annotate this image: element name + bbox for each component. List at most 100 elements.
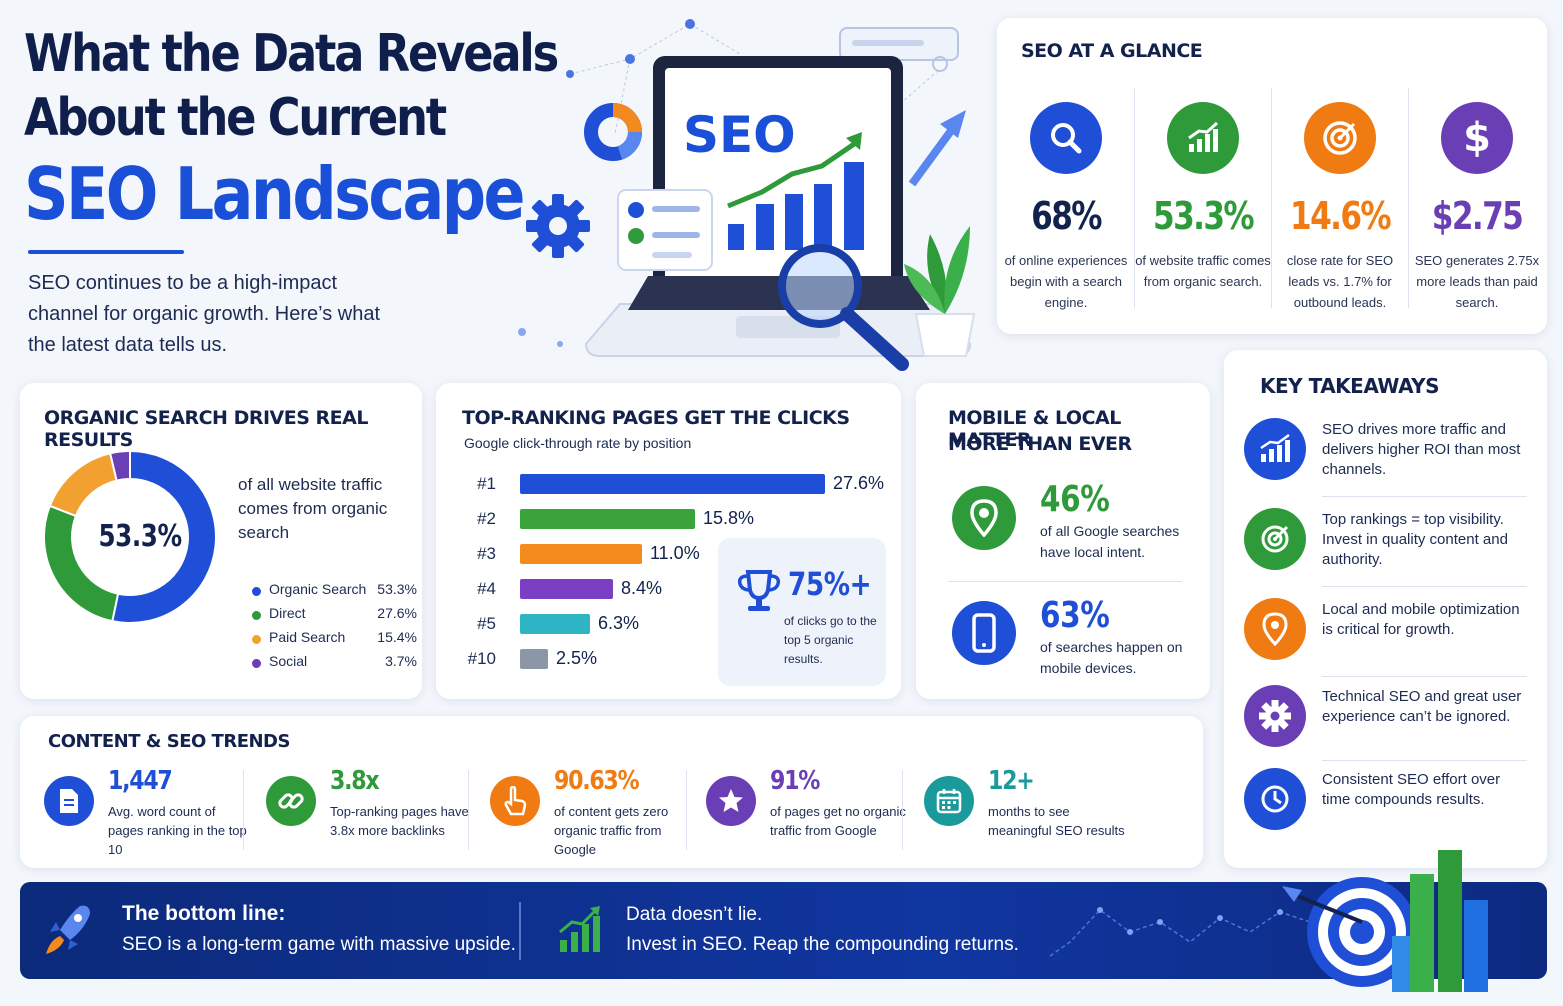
legend-item: Organic Search 53.3% xyxy=(252,581,417,601)
ctr-bar-row: #5 6.3% xyxy=(458,613,878,635)
ctr-position-label: #3 xyxy=(477,544,496,563)
glance-title: SEO AT A GLANCE xyxy=(1021,40,1203,62)
takeaway-text: SEO drives more traffic and delivers hig… xyxy=(1322,421,1521,478)
page-title-line-2: About the Current xyxy=(24,88,447,148)
ctr-bar xyxy=(520,474,825,494)
mobile-title-line-2: MORE THAN EVER xyxy=(948,433,1132,455)
trend-item: 90.63% of content gets zero organic traf… xyxy=(490,766,700,866)
divider xyxy=(948,581,1182,582)
organic-card: ORGANIC SEARCH DRIVES REAL RESULTS 53.3%… xyxy=(20,383,422,699)
mobile-local-card: MOBILE & LOCAL MATTER MORE THAN EVER 46%… xyxy=(916,383,1210,699)
ctr-value-label: 11.0% xyxy=(650,543,700,563)
legend-value: 27.6% xyxy=(377,605,417,621)
dollar-icon: $ xyxy=(1441,102,1513,174)
trend-value: 91% xyxy=(770,766,820,796)
divider xyxy=(1322,676,1527,677)
title-underline xyxy=(28,250,184,254)
stat-value: 14.6% xyxy=(1290,194,1392,238)
takeaway-item: Technical SEO and great user experience … xyxy=(1244,685,1529,749)
ctr-title: TOP-RANKING PAGES GET THE CLICKS xyxy=(462,407,850,429)
traffic-donut-chart xyxy=(43,449,217,624)
trend-item: 1,447 Avg. word count of pages ranking i… xyxy=(44,766,254,866)
takeaway-text: Technical SEO and great user experience … xyxy=(1322,688,1522,725)
ctr-bar xyxy=(520,509,695,529)
rocket-icon xyxy=(46,905,90,954)
document-icon xyxy=(44,776,94,826)
legend-swatch xyxy=(252,635,261,644)
trend-value: 90.63% xyxy=(554,766,640,796)
trends-title: CONTENT & SEO TRENDS xyxy=(48,731,290,752)
target-icon xyxy=(1304,102,1376,174)
banner-divider xyxy=(519,902,521,960)
ctr-value-label: 8.4% xyxy=(621,578,663,598)
growth-chart-icon xyxy=(1167,102,1239,174)
legend-value: 15.4% xyxy=(377,629,417,645)
glance-stat: 68% of online experiences begin with a s… xyxy=(997,102,1135,313)
divider xyxy=(1322,760,1527,761)
stat-description: of online experiences begin with a searc… xyxy=(1004,253,1128,310)
smartphone-icon xyxy=(952,601,1016,665)
calendar-icon xyxy=(924,776,974,826)
legend-label: Direct xyxy=(269,605,306,621)
local-stat-description: of all Google searches have local intent… xyxy=(1040,523,1180,560)
divider xyxy=(1134,88,1135,308)
legend-label: Social xyxy=(269,653,308,669)
growth-chart-icon xyxy=(1244,418,1306,480)
search-icon xyxy=(1030,102,1102,174)
ctr-bar xyxy=(520,614,590,634)
ctr-value-label: 2.5% xyxy=(556,648,598,668)
map-pin-icon xyxy=(952,486,1016,550)
star-icon xyxy=(706,776,756,826)
legend-value: 3.7% xyxy=(385,653,417,669)
mobile-stat-description: of searches happen on mobile devices. xyxy=(1040,639,1183,676)
decorative-line-graph xyxy=(1050,907,1310,957)
legend-label: Paid Search xyxy=(269,629,346,645)
data-doesnt-lie-title: Data doesn’t lie. xyxy=(626,904,763,925)
trend-description: Avg. word count of pages ranking in the … xyxy=(108,804,247,857)
laptop-screen-text: SEO xyxy=(683,106,796,164)
ctr-card: TOP-RANKING PAGES GET THE CLICKS Google … xyxy=(436,383,901,699)
ctr-bar-row: #3 11.0% xyxy=(458,543,878,565)
gear-icon xyxy=(1244,685,1306,747)
legend-item: Paid Search 15.4% xyxy=(252,629,417,649)
stat-value: 68% xyxy=(1031,194,1102,238)
page-title-line-1: What the Data Reveals xyxy=(24,24,559,84)
mobile-title-line-1: MOBILE & LOCAL MATTER xyxy=(948,407,1121,451)
takeaway-item: Consistent SEO effort over time compound… xyxy=(1244,768,1529,832)
ctr-position-label: #5 xyxy=(477,614,496,633)
divider xyxy=(1322,586,1527,587)
stat-description: close rate for SEO leads vs. 1.7% for ou… xyxy=(1286,253,1394,310)
takeaway-text: Local and mobile optimization is critica… xyxy=(1322,601,1520,638)
legend-label: Organic Search xyxy=(269,581,367,597)
takeaway-item: SEO drives more traffic and delivers hig… xyxy=(1244,418,1529,482)
target-icon xyxy=(1244,508,1306,570)
ctr-position-label: #4 xyxy=(477,579,496,598)
takeaways-title: KEY TAKEAWAYS xyxy=(1260,374,1440,398)
trend-value: 12+ xyxy=(988,766,1035,796)
donut-hole xyxy=(73,480,187,594)
ctr-subtitle: Google click-through rate by position xyxy=(464,435,692,451)
map-pin-icon xyxy=(1244,598,1306,660)
divider xyxy=(1322,496,1527,497)
ctr-bar xyxy=(520,579,613,599)
ctr-bar-row: #10 2.5% xyxy=(458,648,878,670)
legend-swatch xyxy=(252,611,261,620)
donut-slice xyxy=(108,449,131,482)
divider xyxy=(1271,88,1272,308)
takeaways-card: KEY TAKEAWAYS SEO drives more traffic an… xyxy=(1224,350,1547,868)
bottom-line-title: The bottom line: xyxy=(122,902,286,925)
ctr-position-label: #2 xyxy=(477,509,496,528)
takeaway-item: Top rankings = top visibility. Invest in… xyxy=(1244,508,1529,572)
takeaway-item: Local and mobile optimization is critica… xyxy=(1244,598,1529,662)
link-icon xyxy=(266,776,316,826)
mobile-stat-value: 63% xyxy=(1040,595,1110,636)
trend-item: 12+ months to see meaningful SEO results xyxy=(924,766,1134,866)
ctr-bar xyxy=(520,649,548,669)
page-title-highlight: SEO Landscape xyxy=(24,152,525,236)
trophy-icon xyxy=(737,570,781,611)
trend-value: 1,447 xyxy=(108,766,173,796)
ctr-position-label: #1 xyxy=(477,474,496,493)
local-stat-value: 46% xyxy=(1040,479,1110,520)
ctr-bar-row: #4 8.4% xyxy=(458,578,878,600)
divider xyxy=(1408,88,1409,308)
